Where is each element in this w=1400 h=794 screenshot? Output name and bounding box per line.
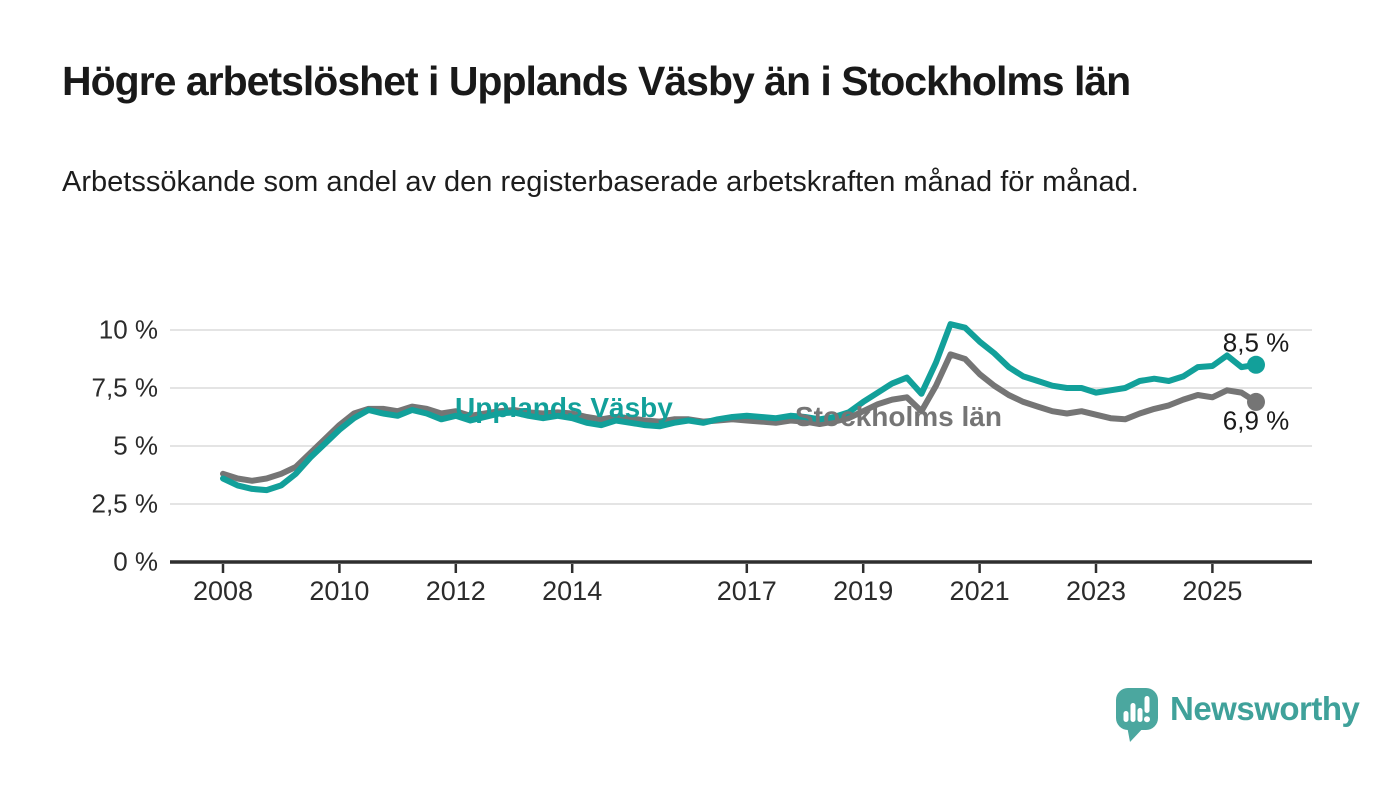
x-axis-tick-label: 2025 (1182, 576, 1243, 606)
end-value-label: 8,5 % (1222, 327, 1290, 358)
newsworthy-logo-text: Newsworthy (1170, 690, 1360, 727)
series-end-dot (1247, 392, 1265, 411)
x-axis-tick-label: 2023 (1065, 576, 1127, 606)
series-label-upplands-vasby: Upplands Väsby (455, 392, 673, 423)
chart-subtitle: Arbetssökande som andel av den registerb… (62, 166, 1139, 198)
x-axis-tick-label: 2012 (425, 576, 486, 606)
x-axis-tick-label: 2019 (833, 576, 894, 606)
x-axis-tick-label: 2010 (309, 576, 370, 606)
newsworthy-logo: Newsworthy (1116, 688, 1360, 747)
chart-title: Högre arbetslöshet i Upplands Väsby än i… (62, 58, 1131, 104)
y-axis-tick-label: 10 % (98, 314, 158, 345)
x-axis-tick-label: 2014 (542, 576, 603, 606)
y-axis-tick-label: 5 % (113, 430, 158, 461)
y-axis-tick-label: 0 % (113, 546, 158, 577)
series-label-stockholms-lan: Stockholms län (795, 401, 1002, 432)
newsworthy-logo-icon (1116, 688, 1158, 747)
series-line (220, 321, 1259, 494)
y-axis-tick-label: 2,5 % (91, 488, 159, 519)
end-value-label: 6,9 % (1222, 405, 1290, 436)
x-axis-tick-label: 2008 (192, 576, 254, 606)
x-axis-tick-label: 2021 (949, 576, 1010, 606)
series-end-dot (1247, 355, 1265, 374)
x-axis-tick-label: 2017 (716, 576, 777, 606)
series-line (220, 351, 1259, 484)
y-axis-tick-label: 7,5 % (91, 372, 159, 403)
